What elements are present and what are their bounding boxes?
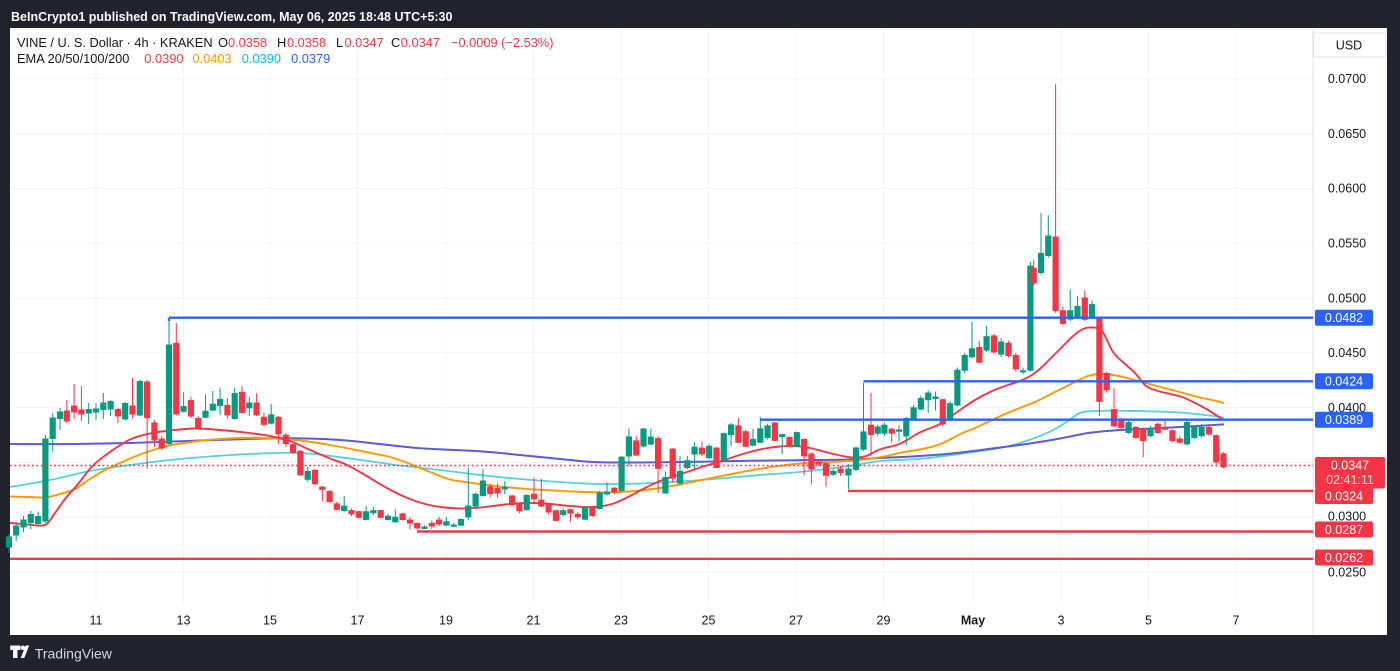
svg-text:5: 5 bbox=[1145, 614, 1152, 628]
svg-text:3: 3 bbox=[1058, 614, 1065, 628]
svg-text:0.0250: 0.0250 bbox=[1328, 565, 1366, 579]
svg-text:TradingView: TradingView bbox=[35, 645, 113, 661]
svg-text:13: 13 bbox=[177, 614, 191, 628]
svg-text:7: 7 bbox=[1233, 614, 1240, 628]
svg-text:0.0700: 0.0700 bbox=[1328, 72, 1366, 86]
svg-text:0.0500: 0.0500 bbox=[1328, 291, 1366, 305]
svg-text:02:41:11: 02:41:11 bbox=[1326, 473, 1374, 487]
svg-text:19: 19 bbox=[439, 614, 453, 628]
svg-text:May: May bbox=[961, 614, 985, 628]
svg-text:0.0262: 0.0262 bbox=[1325, 551, 1363, 565]
svg-text:0.0600: 0.0600 bbox=[1328, 182, 1366, 196]
svg-text:17: 17 bbox=[351, 614, 365, 628]
svg-text:0.0287: 0.0287 bbox=[1325, 523, 1363, 537]
svg-text:11: 11 bbox=[90, 614, 103, 628]
svg-text:0.0450: 0.0450 bbox=[1328, 346, 1366, 360]
svg-text:25: 25 bbox=[702, 614, 716, 628]
svg-text:0.0389: 0.0389 bbox=[1325, 413, 1363, 427]
svg-text:21: 21 bbox=[527, 614, 541, 628]
svg-text:15: 15 bbox=[263, 614, 277, 628]
svg-text:29: 29 bbox=[877, 614, 891, 628]
svg-text:0.0424: 0.0424 bbox=[1325, 375, 1363, 389]
svg-text:23: 23 bbox=[614, 614, 628, 628]
svg-text:0.0324: 0.0324 bbox=[1325, 489, 1363, 503]
svg-text:0.0347: 0.0347 bbox=[1331, 459, 1369, 473]
svg-text:0.0550: 0.0550 bbox=[1328, 237, 1366, 251]
svg-text:27: 27 bbox=[789, 614, 803, 628]
svg-text:USD: USD bbox=[1336, 39, 1362, 53]
svg-text:0.0400: 0.0400 bbox=[1328, 401, 1366, 415]
svg-text:0.0650: 0.0650 bbox=[1328, 127, 1366, 141]
svg-text:0.0300: 0.0300 bbox=[1328, 510, 1366, 524]
svg-text:VINE / U. S. Dollar · 4h · KRA: VINE / U. S. Dollar · 4h · KRAKEN O0.0358… bbox=[17, 35, 553, 50]
svg-text:0.0482: 0.0482 bbox=[1325, 311, 1363, 325]
svg-text:BeInCrypto1 published on Tradi: BeInCrypto1 published on TradingView.com… bbox=[11, 10, 453, 24]
